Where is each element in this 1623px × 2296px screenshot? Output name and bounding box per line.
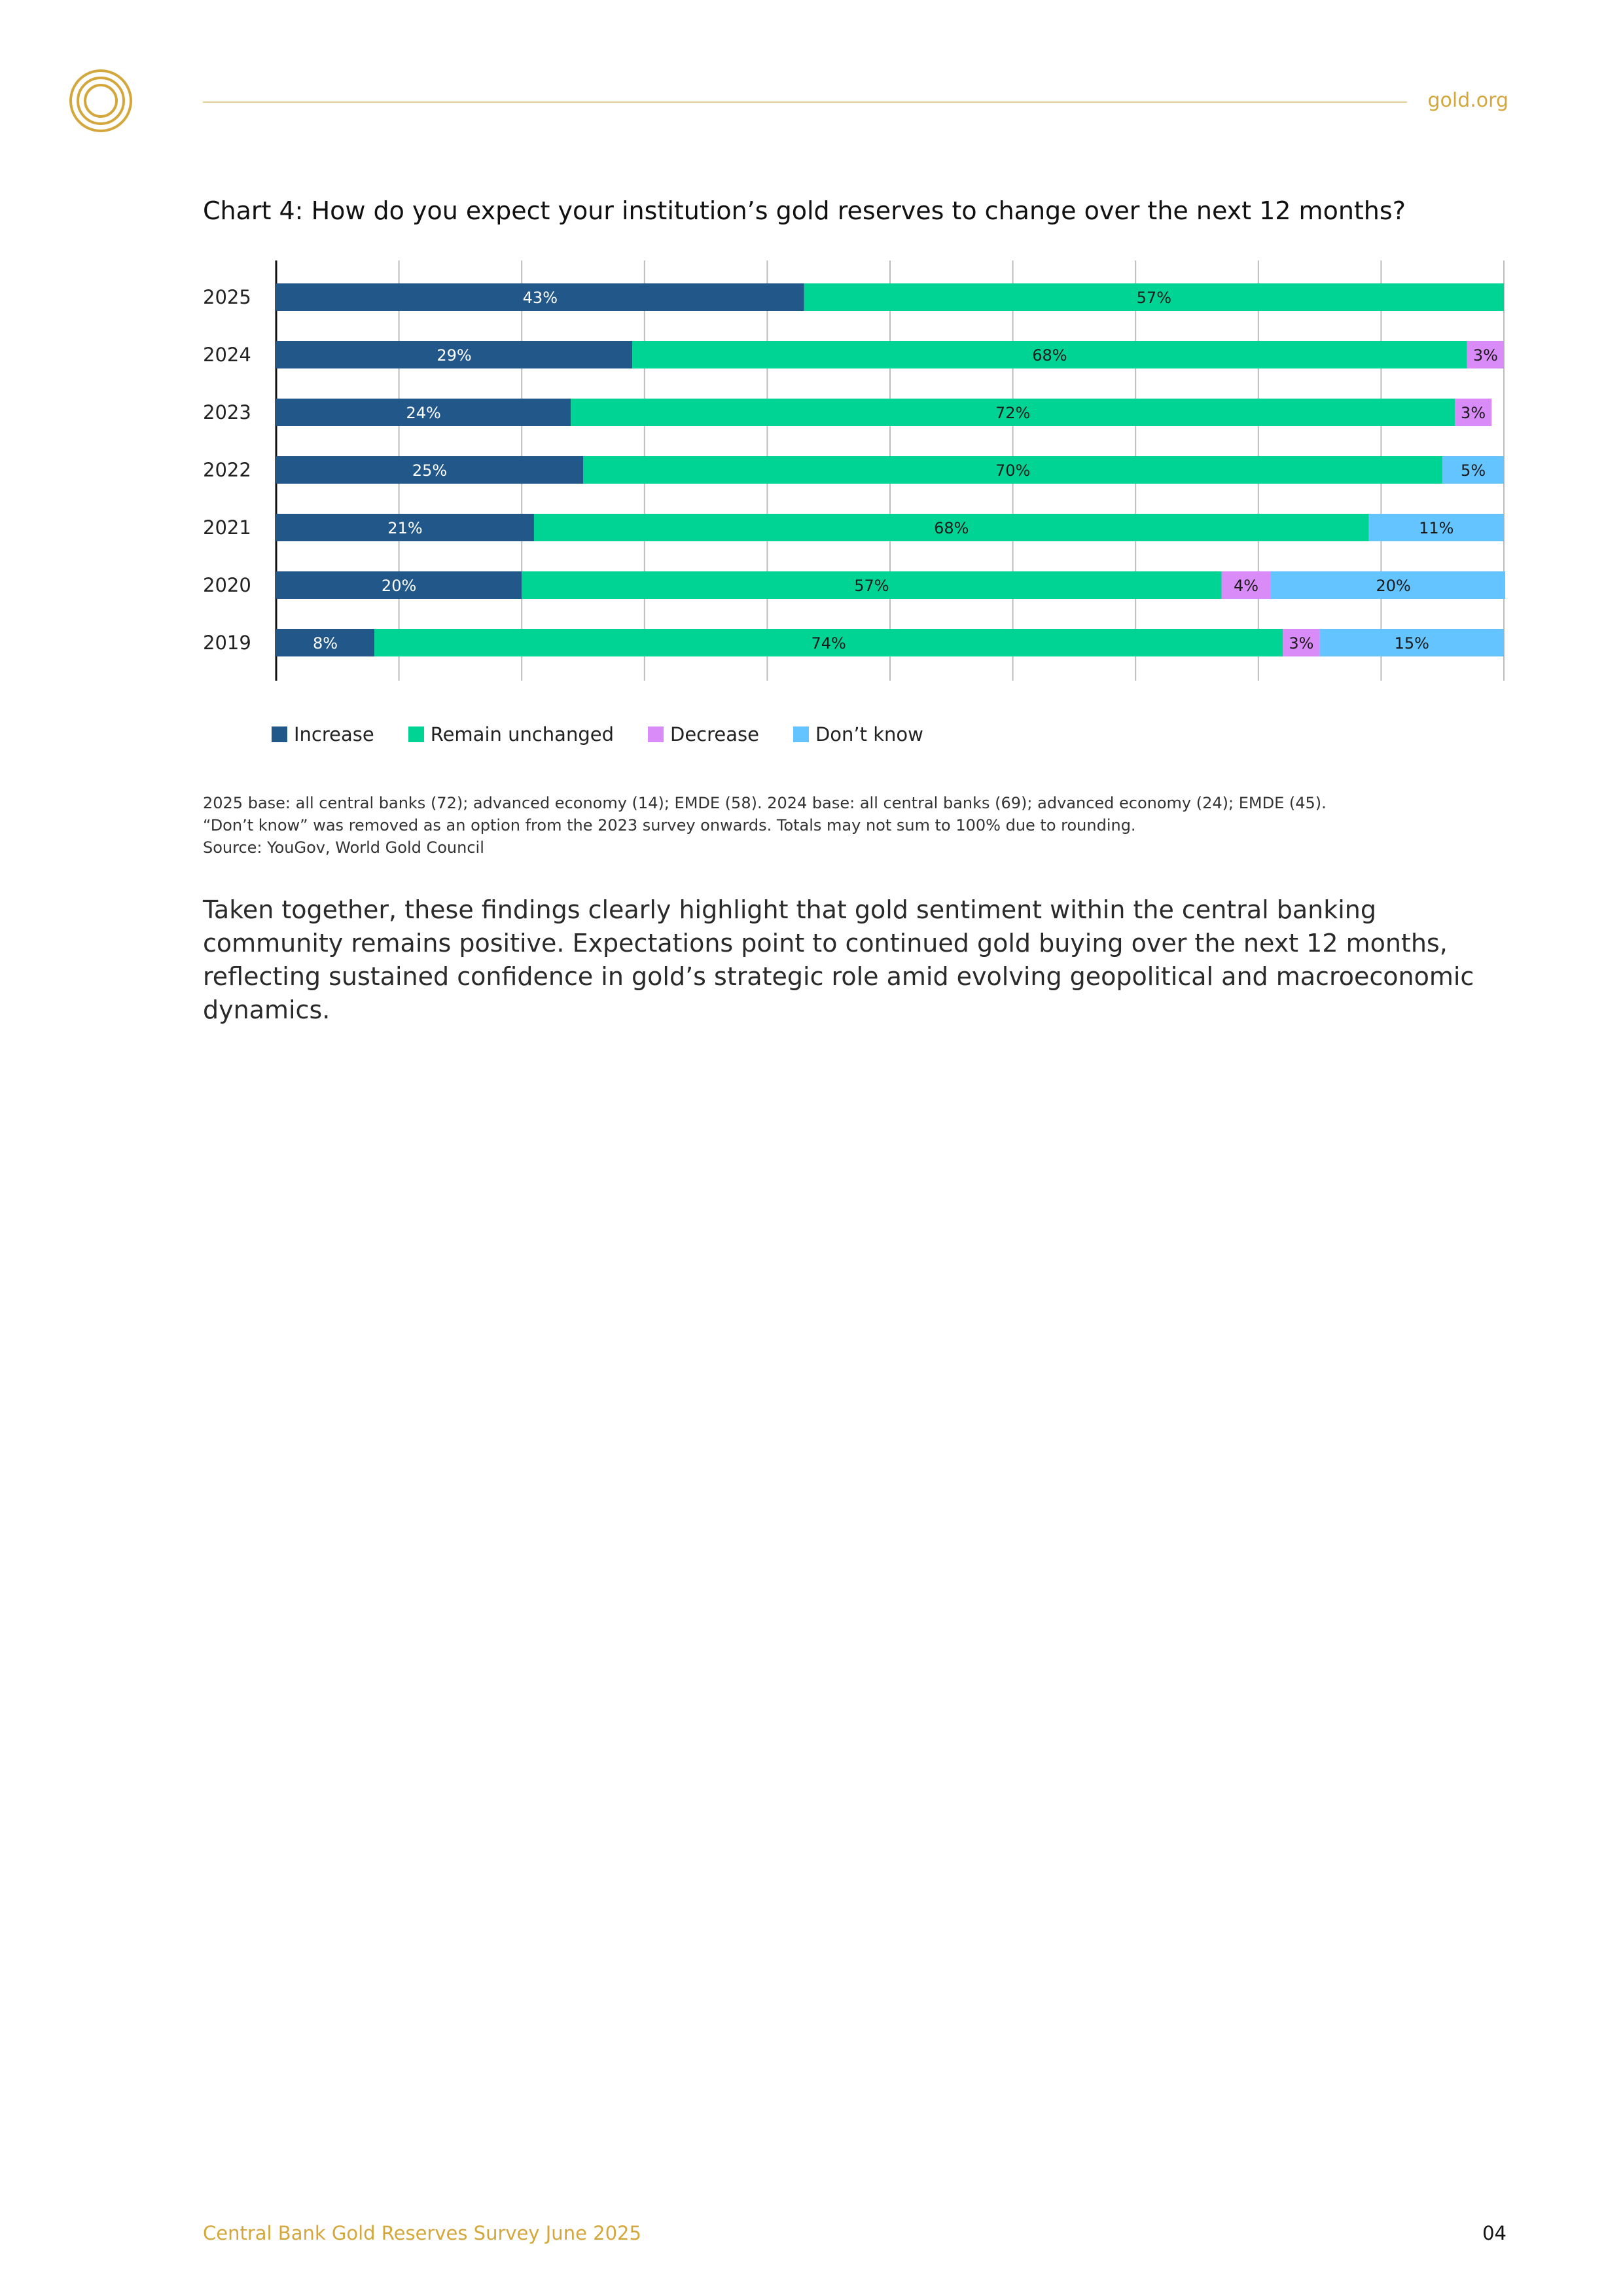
chart-legend: Increase Remain unchanged Decrease Don’t… [272, 723, 923, 745]
legend-item-dont-know: Don’t know [793, 723, 923, 745]
legend-label-increase: Increase [294, 723, 374, 745]
data-label: 68% [1032, 346, 1067, 365]
data-label: 15% [1395, 634, 1429, 653]
category-label: 2019 [203, 632, 251, 654]
bar-segment [632, 341, 1467, 368]
category-label: 2024 [203, 344, 251, 366]
site-link[interactable]: gold.org [1427, 89, 1508, 112]
legend-item-increase: Increase [272, 723, 374, 745]
stacked-bar-chart: 2025 43% 57% 2024 29% 68% 3% 2023 24% 72% 3% 2022 25… [203, 260, 1505, 681]
data-label: 57% [854, 577, 889, 595]
data-label: 5% [1461, 461, 1486, 480]
data-label: 24% [406, 404, 440, 422]
header-divider [203, 101, 1407, 103]
bar-segment [583, 456, 1443, 484]
chart-note-base: 2025 base: all central banks (72); advan… [203, 794, 1327, 812]
bar-segment [1442, 456, 1504, 484]
bar-segment [276, 341, 633, 368]
bar-segment [276, 283, 804, 311]
chart-title: Chart 4: How do you expect your institut… [203, 196, 1406, 225]
data-label: 25% [412, 461, 447, 480]
chart-note-dont-know: “Don’t know” was removed as an option fr… [203, 816, 1136, 834]
data-label: 3% [1473, 346, 1498, 365]
data-label: 68% [934, 519, 969, 537]
data-label: 74% [812, 634, 846, 653]
data-label: 8% [313, 634, 338, 653]
bar-segment [1270, 571, 1505, 599]
legend-item-decrease: Decrease [648, 723, 759, 745]
legend-item-remain-unchanged: Remain unchanged [408, 723, 614, 745]
bar-segment [276, 399, 571, 426]
category-label: 2022 [203, 459, 251, 481]
data-label: 3% [1461, 404, 1486, 422]
body-paragraph: Taken together, these findings clearly h… [203, 895, 1474, 1024]
bar-segment [533, 514, 1369, 541]
page-number: 04 [1482, 2222, 1507, 2244]
legend-swatch-dont-know [793, 726, 809, 742]
legend-swatch-decrease [648, 726, 664, 742]
legend-label-decrease: Decrease [670, 723, 759, 745]
data-label: 20% [382, 577, 416, 595]
bar-segment [1454, 399, 1492, 426]
chart-notes: 2025 base: all central banks (72); advan… [203, 792, 1327, 859]
bar-segment [804, 283, 1504, 311]
footer-publication: Central Bank Gold Reserves Survey June 2… [203, 2222, 641, 2244]
data-label: 57% [1137, 289, 1171, 307]
data-label: 20% [1376, 577, 1410, 595]
bar-segment [1368, 514, 1504, 541]
legend-swatch-increase [272, 726, 287, 742]
bar-segment [276, 571, 522, 599]
data-label: 29% [437, 346, 471, 365]
data-label: 4% [1234, 577, 1258, 595]
bar-segment [276, 514, 534, 541]
gold-council-logo-icon [69, 69, 132, 132]
bar-segment [571, 399, 1455, 426]
data-label: 11% [1419, 519, 1454, 537]
data-label: 21% [387, 519, 422, 537]
data-label: 43% [523, 289, 558, 307]
bar-segment [1319, 629, 1504, 656]
legend-label-dont-know: Don’t know [815, 723, 923, 745]
bar-segment [1467, 341, 1504, 368]
bar-segment [1221, 571, 1271, 599]
category-label: 2025 [203, 286, 251, 308]
category-label: 2020 [203, 574, 251, 596]
data-label: 72% [995, 404, 1030, 422]
bar-segment [522, 571, 1222, 599]
bar-segment [276, 629, 375, 656]
bar-segment [276, 456, 583, 484]
bar-segment [374, 629, 1283, 656]
chart-note-source: Source: YouGov, World Gold Council [203, 838, 484, 857]
legend-label-remain-unchanged: Remain unchanged [430, 723, 614, 745]
data-label: 3% [1289, 634, 1313, 653]
data-label: 70% [995, 461, 1030, 480]
legend-swatch-remain-unchanged [408, 726, 424, 742]
category-label: 2023 [203, 401, 251, 423]
bar-segment [1283, 629, 1320, 656]
category-label: 2021 [203, 516, 251, 539]
